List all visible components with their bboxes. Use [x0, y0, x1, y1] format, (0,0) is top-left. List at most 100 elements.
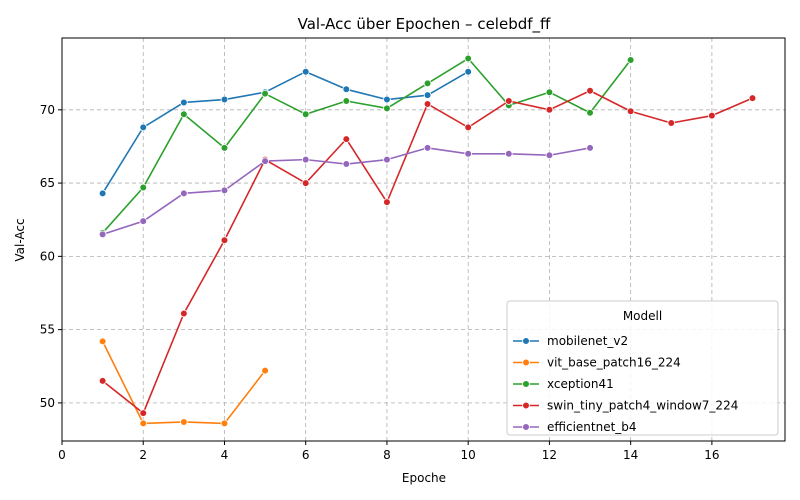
series-vit_base_patch16_224	[98, 337, 269, 428]
data-point	[301, 179, 310, 187]
legend-title: Modell	[623, 309, 662, 323]
series-xception41	[98, 54, 635, 237]
data-point	[626, 56, 635, 64]
x-tick-label: 12	[542, 448, 557, 462]
y-tick-label: 50	[40, 396, 55, 410]
series-mobilenet_v2	[98, 67, 472, 198]
data-point	[180, 110, 188, 119]
series-line	[101, 70, 469, 194]
data-point	[98, 189, 107, 198]
x-tick-label: 0	[58, 448, 66, 462]
data-point	[545, 106, 554, 114]
x-axis-label: Epoche	[402, 471, 446, 485]
data-point	[586, 108, 594, 117]
data-point	[180, 309, 188, 318]
data-point	[139, 419, 148, 428]
legend-box	[506, 300, 779, 436]
data-point	[220, 144, 229, 152]
data-point	[667, 119, 676, 127]
data-point	[586, 144, 594, 152]
legend-label: mobilenet_v2	[547, 334, 628, 348]
data-point	[98, 337, 107, 346]
legend-item: efficientnet_b4	[513, 420, 637, 434]
data-point	[342, 97, 351, 105]
data-point	[261, 366, 269, 375]
y-tick-label: 70	[40, 103, 55, 117]
data-point	[98, 230, 107, 239]
series-group	[98, 54, 757, 428]
x-tick-label: 16	[704, 448, 719, 462]
legend-swatch-marker	[522, 401, 530, 410]
y-tick-label: 65	[40, 176, 55, 190]
legend-swatch-marker	[522, 337, 530, 345]
legend-label: vit_base_patch16_224	[547, 356, 681, 370]
data-point	[464, 149, 472, 158]
legend-label: xception41	[547, 377, 614, 391]
ticks: 0 2 4 6 8 10 12 14 16 50 55 60 65 70	[40, 103, 720, 462]
series-line	[102, 57, 632, 234]
data-point	[464, 67, 472, 76]
data-point	[383, 198, 391, 206]
data-point	[464, 123, 472, 132]
data-point	[301, 110, 310, 119]
data-point	[220, 419, 229, 428]
series-swin_tiny_patch4_window7_224	[98, 86, 757, 417]
data-point	[423, 79, 432, 88]
data-point	[342, 160, 351, 168]
y-tick-label: 60	[40, 249, 55, 263]
data-point	[504, 97, 513, 105]
data-point	[301, 67, 310, 76]
data-point	[708, 111, 716, 120]
x-tick-label: 8	[383, 448, 391, 462]
legend-label: efficientnet_b4	[547, 420, 637, 434]
data-point	[98, 377, 107, 385]
data-point	[383, 155, 391, 164]
data-point	[180, 98, 188, 107]
data-point	[342, 135, 351, 143]
data-point	[180, 189, 188, 198]
data-point	[423, 144, 432, 152]
plot-frame	[61, 37, 786, 442]
data-point	[342, 85, 351, 94]
data-point	[301, 155, 310, 164]
data-point	[504, 149, 513, 158]
data-point	[464, 54, 472, 63]
data-point	[383, 104, 391, 113]
legend: Modell mobilenet_v2 vit_base_patch16_224xc…	[506, 300, 779, 436]
data-point	[545, 151, 554, 160]
data-point	[383, 95, 391, 104]
series-efficientnet_b4	[98, 144, 594, 239]
data-point	[261, 157, 269, 165]
data-point	[139, 217, 148, 225]
x-tick-label: 10	[461, 448, 476, 462]
y-axis-label: Val-Acc	[13, 218, 27, 261]
x-tick-label: 14	[623, 448, 638, 462]
legend-item: swin_tiny_patch4_window7_224	[513, 399, 738, 413]
y-tick-label: 55	[40, 323, 55, 337]
data-point	[748, 94, 757, 102]
x-tick-label: 2	[139, 448, 147, 462]
data-point	[423, 100, 432, 108]
x-tick-label: 4	[221, 448, 229, 462]
legend-swatch-marker	[522, 380, 530, 388]
data-point	[139, 409, 148, 417]
legend-swatch-marker	[522, 423, 530, 431]
x-tick-label: 6	[302, 448, 310, 462]
data-point	[626, 107, 635, 116]
legend-item: xception41	[513, 377, 614, 391]
data-point	[545, 88, 554, 97]
data-point	[180, 418, 188, 426]
legend-item: mobilenet_v2	[513, 334, 628, 348]
data-point	[139, 183, 148, 192]
data-point	[220, 186, 229, 195]
data-point	[261, 89, 269, 98]
data-point	[139, 123, 148, 132]
data-point	[586, 86, 594, 95]
chart-title: Val-Acc über Epochen – celebdf_ff	[298, 15, 551, 34]
legend-swatch-marker	[522, 358, 530, 367]
data-point	[220, 95, 229, 104]
legend-item: vit_base_patch16_224	[513, 356, 681, 370]
data-point	[423, 91, 432, 99]
legend-label: swin_tiny_patch4_window7_224	[547, 399, 738, 413]
